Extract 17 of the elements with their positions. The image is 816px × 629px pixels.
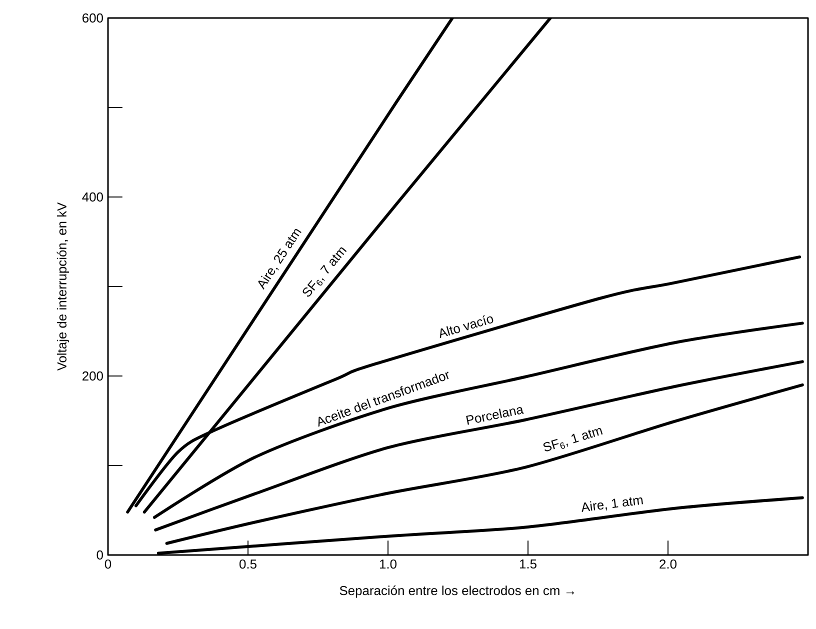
y-axis-title: Voltaje de interrupción, en kV	[56, 202, 70, 371]
y-tick-label: 200	[82, 371, 103, 381]
y-tick-label: 600	[82, 13, 103, 23]
x-tick-label: 0	[104, 560, 112, 569]
x-tick-label: 0.5	[240, 560, 256, 569]
text: Aire, 25 atm	[258, 228, 302, 290]
text: Alto vacío	[440, 315, 494, 338]
x-tick-label: 1.5	[520, 560, 536, 569]
text: SF$_{6}$, 7 atm	[302, 247, 347, 297]
text: Aire, 1 atm	[582, 497, 643, 512]
x-tick-label: 2.0	[660, 560, 677, 569]
text: Porcelana	[466, 407, 524, 425]
text: SF$_{6}$, 1 atm	[543, 428, 603, 452]
x-axis-title: Separación entre los electrodos en cm →	[340, 586, 574, 598]
y-tick-label: 0	[96, 550, 103, 560]
y-tick-label: 400	[82, 192, 103, 202]
x-tick-label: 1.0	[380, 560, 397, 569]
